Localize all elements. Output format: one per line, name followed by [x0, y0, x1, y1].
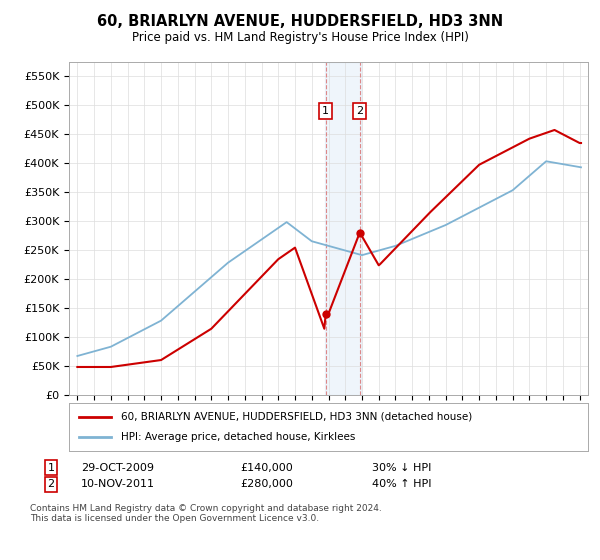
Text: 2: 2: [47, 479, 55, 489]
Text: 29-OCT-2009: 29-OCT-2009: [81, 463, 154, 473]
Text: 40% ↑ HPI: 40% ↑ HPI: [372, 479, 431, 489]
Text: 60, BRIARLYN AVENUE, HUDDERSFIELD, HD3 3NN: 60, BRIARLYN AVENUE, HUDDERSFIELD, HD3 3…: [97, 14, 503, 29]
Text: 1: 1: [47, 463, 55, 473]
Text: Price paid vs. HM Land Registry's House Price Index (HPI): Price paid vs. HM Land Registry's House …: [131, 31, 469, 44]
Text: £280,000: £280,000: [240, 479, 293, 489]
Text: 30% ↓ HPI: 30% ↓ HPI: [372, 463, 431, 473]
Text: 10-NOV-2011: 10-NOV-2011: [81, 479, 155, 489]
Text: £140,000: £140,000: [240, 463, 293, 473]
Bar: [325, 62, 361, 395]
Text: Contains HM Land Registry data © Crown copyright and database right 2024.
This d: Contains HM Land Registry data © Crown c…: [30, 504, 382, 524]
Text: HPI: Average price, detached house, Kirklees: HPI: Average price, detached house, Kirk…: [121, 432, 355, 442]
Text: 60, BRIARLYN AVENUE, HUDDERSFIELD, HD3 3NN (detached house): 60, BRIARLYN AVENUE, HUDDERSFIELD, HD3 3…: [121, 412, 472, 422]
Text: 1: 1: [322, 106, 329, 116]
Text: 2: 2: [356, 106, 364, 116]
